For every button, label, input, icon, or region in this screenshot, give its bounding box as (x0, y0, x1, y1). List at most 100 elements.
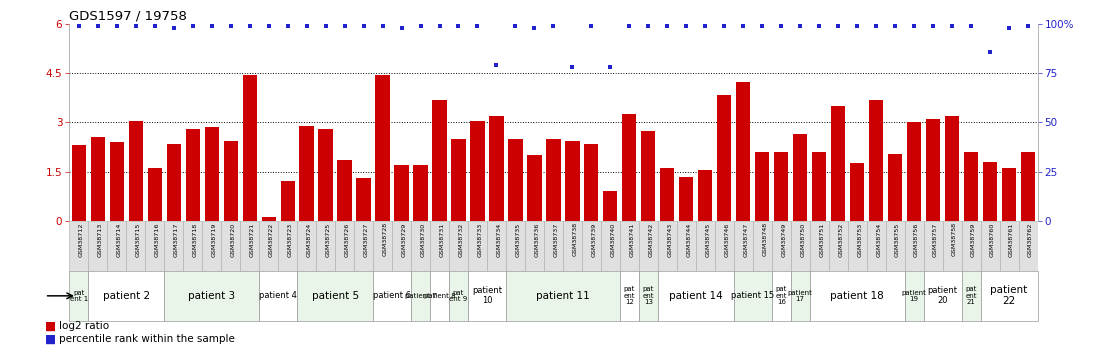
Bar (623, 114, 636, 221)
Bar (544, 221, 562, 271)
Text: GSM38723: GSM38723 (287, 222, 293, 257)
Bar (869, 99, 883, 221)
Text: patient 6: patient 6 (373, 291, 411, 300)
Bar (205, 127, 219, 221)
Point (887, 23, 904, 29)
Bar (148, 168, 162, 221)
Text: patient 11: patient 11 (536, 291, 590, 301)
Bar (357, 178, 371, 221)
Bar (167, 144, 181, 221)
Bar (566, 140, 579, 221)
Bar (736, 81, 750, 221)
Text: GSM38759: GSM38759 (972, 222, 976, 257)
Bar (411, 271, 430, 321)
Bar (338, 160, 352, 221)
Point (1001, 25, 1018, 31)
Text: GSM38736: GSM38736 (534, 222, 539, 257)
Bar (657, 271, 733, 321)
Bar (619, 221, 638, 271)
Point (221, 23, 239, 29)
Bar (183, 221, 202, 271)
Bar (619, 271, 638, 321)
Point (697, 23, 714, 29)
Point (735, 23, 752, 29)
Bar (91, 137, 105, 221)
Bar (831, 106, 845, 221)
Text: patient
19: patient 19 (902, 289, 927, 302)
Text: GSM38745: GSM38745 (705, 222, 710, 257)
Point (906, 23, 923, 29)
Point (240, 23, 258, 29)
Point (373, 23, 391, 29)
Bar (243, 75, 257, 221)
Bar (945, 116, 959, 221)
Bar (661, 168, 674, 221)
Point (868, 23, 885, 29)
Bar (964, 152, 978, 221)
Point (544, 23, 562, 29)
Text: patient
20: patient 20 (928, 286, 958, 305)
Text: GSM38717: GSM38717 (173, 222, 179, 257)
Bar (490, 116, 503, 221)
Bar (69, 271, 88, 321)
Bar (923, 271, 961, 321)
Bar (771, 271, 790, 321)
Bar (809, 221, 828, 271)
Bar (110, 142, 124, 221)
Point (982, 49, 999, 55)
Point (202, 23, 220, 29)
Text: GSM38727: GSM38727 (363, 222, 369, 257)
Text: GSM38729: GSM38729 (401, 222, 407, 257)
Bar (888, 154, 902, 221)
Bar (828, 221, 847, 271)
Bar (961, 221, 980, 271)
Bar (642, 131, 655, 221)
Text: GSM38760: GSM38760 (991, 222, 995, 257)
Bar (638, 221, 657, 271)
Bar (525, 221, 544, 271)
Text: GSM38758: GSM38758 (953, 222, 957, 256)
Point (830, 23, 847, 29)
Bar (847, 221, 866, 271)
Point (963, 23, 980, 29)
Bar (107, 221, 126, 271)
Point (164, 25, 182, 31)
Bar (562, 221, 581, 271)
Point (1020, 23, 1038, 29)
Bar (679, 177, 693, 221)
Bar (733, 271, 771, 321)
Point (944, 23, 961, 29)
Point (487, 63, 505, 68)
Point (525, 25, 543, 31)
Bar (509, 139, 522, 221)
Bar (638, 271, 657, 321)
Text: GSM38738: GSM38738 (572, 222, 577, 256)
Bar (980, 271, 1038, 321)
Point (88, 23, 106, 29)
Bar (506, 271, 619, 321)
Bar (812, 152, 826, 221)
Bar (297, 271, 373, 321)
Point (506, 23, 524, 29)
Bar (850, 164, 864, 221)
Point (278, 23, 296, 29)
Bar (999, 221, 1018, 271)
Text: GSM38737: GSM38737 (553, 222, 558, 257)
Text: GSM38762: GSM38762 (1029, 222, 1033, 257)
Point (716, 23, 733, 29)
Text: patient 7: patient 7 (405, 293, 436, 299)
Text: GSM38716: GSM38716 (154, 222, 160, 257)
Bar (221, 221, 240, 271)
Bar (452, 139, 465, 221)
Text: percentile rank within the sample: percentile rank within the sample (59, 334, 235, 344)
Text: GDS1597 / 19758: GDS1597 / 19758 (69, 10, 187, 23)
Point (811, 23, 828, 29)
Bar (755, 152, 769, 221)
Bar (145, 221, 164, 271)
Text: pat
ent
13: pat ent 13 (643, 286, 654, 305)
Text: GSM38751: GSM38751 (819, 222, 824, 257)
Bar (885, 221, 904, 271)
Bar (240, 221, 259, 271)
Text: GSM38713: GSM38713 (97, 222, 103, 257)
Bar (449, 221, 468, 271)
